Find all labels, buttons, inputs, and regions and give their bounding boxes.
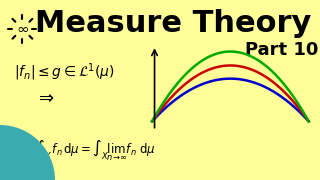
Text: Measure Theory: Measure Theory xyxy=(35,9,311,38)
Text: $\infty$: $\infty$ xyxy=(16,21,29,36)
Text: $|f_n| \leq g \in \mathcal{L}^1(\mu)$: $|f_n| \leq g \in \mathcal{L}^1(\mu)$ xyxy=(13,61,115,83)
Text: Part 10: Part 10 xyxy=(245,41,318,59)
Text: $\Rightarrow$: $\Rightarrow$ xyxy=(35,88,55,106)
Text: $\lim_{n \to \infty} \int_X f_n \, \mathrm{d}\mu = \int_X \lim_{n \to \infty} f_: $\lim_{n \to \infty} \int_X f_n \, \math… xyxy=(17,139,156,163)
Wedge shape xyxy=(0,125,55,180)
